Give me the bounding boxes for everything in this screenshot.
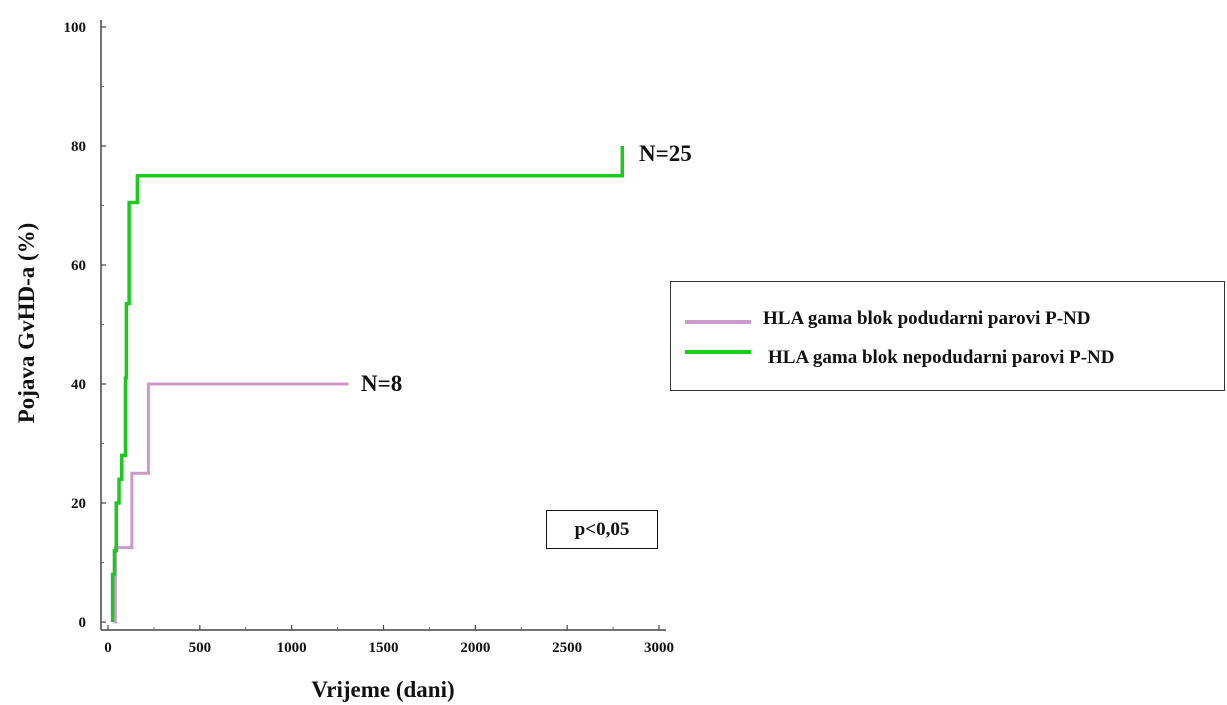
legend-label-nepodudarni: HLA gama blok nepodudarni parovi P-ND (768, 347, 1115, 368)
y-axis-title: Pojava GvHD-a (%) (14, 223, 39, 424)
x-tick-label-2500: 2500 (552, 640, 582, 656)
x-tick-label-1000: 1000 (277, 640, 307, 656)
series-lines (110, 146, 625, 624)
y-tick-label-100: 100 (64, 20, 87, 36)
x-tick-label-2000: 2000 (460, 640, 490, 656)
legend-label-podudarni: HLA gama blok podudarni parovi P-ND (763, 308, 1091, 329)
x-tick-label-1500: 1500 (369, 640, 399, 656)
y-tick-label-60: 60 (71, 258, 86, 274)
y-tick-label-20: 20 (71, 496, 86, 512)
legend: HLA gama blok podudarni parovi P-ND HLA … (670, 281, 1225, 391)
x-axis-title: Vrijeme (dani) (311, 677, 454, 702)
x-tick-label-3000: 3000 (644, 640, 674, 656)
legend-swatch-nepodudarni (685, 350, 751, 354)
series-end-label-podudarni: N=8 (361, 371, 402, 396)
y-tick-label-0: 0 (79, 615, 87, 631)
series-line-1 (110, 146, 625, 622)
y-tick-label-40: 40 (71, 377, 86, 393)
series-line-0 (113, 382, 349, 624)
y-tick-label-80: 80 (71, 139, 86, 155)
x-tick-label-0: 0 (104, 640, 112, 656)
x-tick-label-500: 500 (189, 640, 212, 656)
series-end-label-nepodudarni: N=25 (639, 141, 692, 166)
legend-swatch-podudarni (685, 320, 751, 324)
p-value-box: p<0,05 (546, 510, 658, 549)
